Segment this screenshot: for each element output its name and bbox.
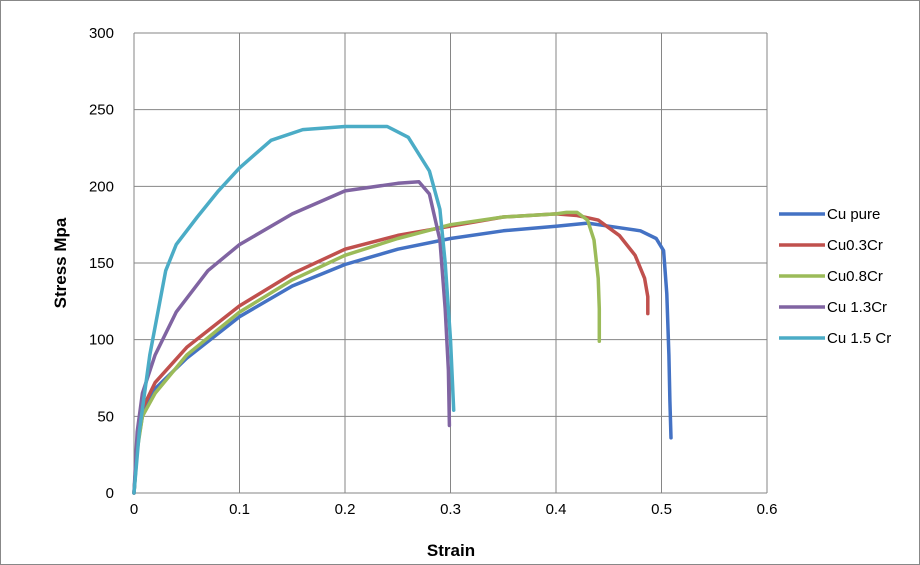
x-tick-labels: 0 0.1 0.2 0.3 0.4 0.5 0.6 <box>130 501 778 518</box>
y-tick-label: 50 <box>97 408 114 425</box>
y-tick-label: 0 <box>106 485 114 502</box>
y-tick-label: 250 <box>89 102 114 119</box>
x-axis-title: Strain <box>427 541 475 560</box>
x-tick-label: 0.1 <box>229 501 250 518</box>
x-tick-label: 0.2 <box>335 501 356 518</box>
y-tick-label: 100 <box>89 332 114 349</box>
x-tick-label: 0.6 <box>757 501 778 518</box>
legend-label: Cu 1.3Cr <box>827 299 887 316</box>
series-lines <box>132 124 673 495</box>
y-tick-label: 300 <box>89 25 114 42</box>
x-tick-label: 0.5 <box>651 501 672 518</box>
x-tick-label: 0.4 <box>546 501 567 518</box>
legend-label: Cu0.8Cr <box>827 268 883 285</box>
y-tick-labels: 0 50 100 150 200 250 300 <box>89 25 114 502</box>
legend-label: Cu 1.5 Cr <box>827 330 891 347</box>
x-tick-label: 0 <box>130 501 138 518</box>
y-tick-label: 200 <box>89 178 114 195</box>
series-line-3 <box>132 210 602 495</box>
grid <box>133 32 768 494</box>
legend: Cu pure Cu0.3Cr Cu0.8Cr Cu 1.3Cr Cu 1.5 Cr <box>779 206 891 347</box>
legend-label: Cu pure <box>827 206 880 223</box>
y-tick-label: 150 <box>89 255 114 272</box>
y-axis-title: Stress Mpa <box>51 217 70 308</box>
legend-label: Cu0.3Cr <box>827 237 883 254</box>
series-line-2 <box>132 212 650 495</box>
x-tick-label: 0.3 <box>440 501 461 518</box>
series-line-5 <box>132 124 456 495</box>
series-line-4 <box>132 179 452 495</box>
